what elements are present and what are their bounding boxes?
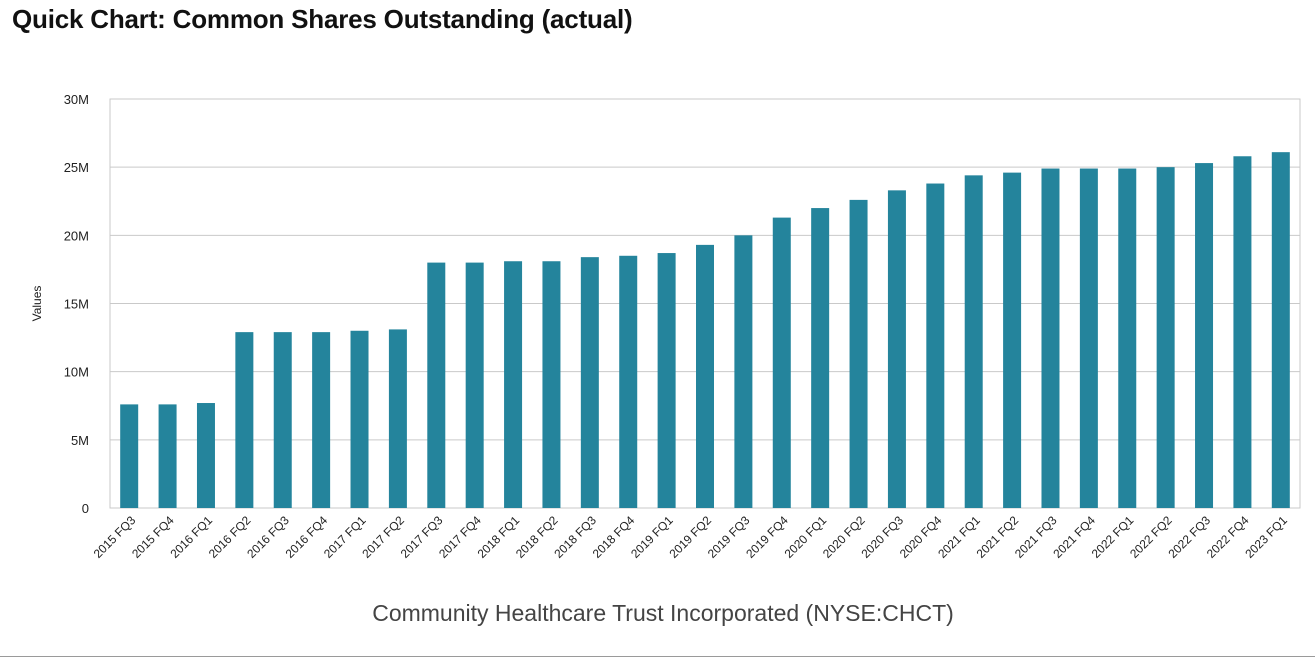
bar [849,199,868,509]
bar [235,332,254,508]
bar [619,255,638,508]
bottom-divider [0,656,1315,657]
bar [1118,168,1137,508]
bar [1195,163,1214,508]
bar [964,175,983,508]
y-axis-ticks: 0 5M 10M 15M 20M 25M 30M [64,92,89,516]
bar [696,244,714,509]
bar [196,403,215,508]
y-tick-label: 20M [64,228,89,243]
y-tick-label: 0 [82,501,89,516]
bar [1079,168,1098,508]
bar [120,404,139,508]
bar [465,262,484,508]
x-tick-label: 2023 FQ1 [1242,513,1290,561]
bar [542,261,561,508]
y-tick-label: 5M [71,433,89,448]
bar [811,208,830,509]
bar [350,330,369,508]
bar [926,183,945,508]
bar [312,332,331,508]
bar [158,404,177,508]
bar [427,262,446,508]
chart-title: Quick Chart: Common Shares Outstanding (… [12,4,633,34]
bar [1271,152,1290,509]
bar [504,261,523,508]
bar [887,190,906,509]
y-axis-label: Values [30,286,44,322]
bar [388,329,407,508]
y-tick-label: 30M [64,92,89,107]
bar [657,253,676,508]
bar [1233,156,1252,508]
bar [1156,167,1175,508]
y-tick-label: 25M [64,160,89,175]
bars [120,152,1290,509]
y-tick-label: 15M [64,297,89,312]
y-tick-label: 10M [64,365,89,380]
bar [1041,168,1060,508]
bar [580,257,599,508]
x-axis-label: Community Healthcare Trust Incorporated … [372,600,954,626]
bar [273,332,292,508]
bar [772,217,791,509]
bar [734,235,753,509]
bar [1003,172,1022,508]
